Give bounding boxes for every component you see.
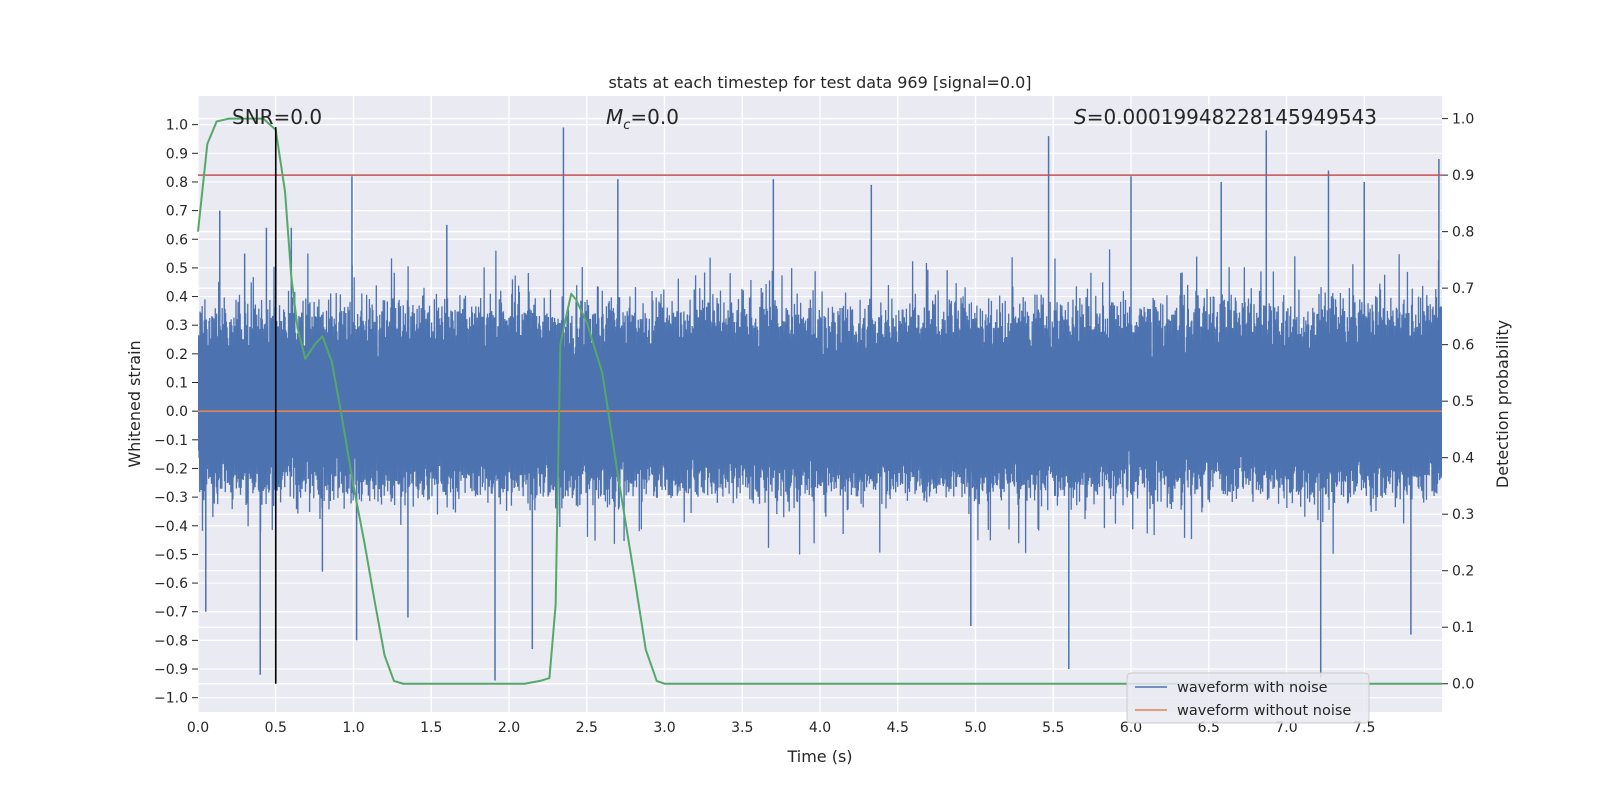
x-tick-label: 0.0 — [187, 720, 209, 736]
y-tick-label: −0.9 — [154, 662, 188, 678]
x-tick-label: 6.5 — [1198, 720, 1220, 736]
y-tick-label: −0.2 — [154, 461, 188, 477]
y-tick-label: −0.5 — [154, 547, 188, 563]
axes: 0.0 0.5 1.0 1.5 2.0 2.5 3.0 3.5 4.0 4.5 5.0 5.5 6.0 6… — [154, 112, 1474, 736]
x-tick-label: 7.5 — [1353, 720, 1375, 736]
s-symbol: S — [1074, 105, 1087, 129]
s-annotation: S=0.00019948228145949543 — [1074, 105, 1377, 129]
series-layer — [198, 127, 1442, 681]
snr-annotation: SNR=0.0 — [232, 105, 322, 129]
y-tick-label: 0.9 — [166, 146, 188, 162]
y-tick-label: 0.5 — [166, 261, 188, 277]
x-tick-label: 1.5 — [420, 720, 442, 736]
y-tick-label: 0.2 — [166, 347, 188, 363]
mc-symbol: M — [606, 105, 623, 129]
mc-annotation: Mc=0.0 — [606, 105, 679, 133]
x-tick-label: 3.0 — [653, 720, 675, 736]
x-tick-label: 2.0 — [498, 720, 520, 736]
legend-box — [1126, 672, 1370, 724]
x-tick-label: 2.5 — [576, 720, 598, 736]
x-tick-label: 4.0 — [809, 720, 831, 736]
x-tick-label: 4.5 — [887, 720, 909, 736]
overlay-layer — [197, 117, 1442, 685]
legend-label-clean: waveform without noise — [1177, 703, 1351, 719]
mc-value: =0.0 — [630, 105, 679, 129]
s-value: =0.00019948228145949543 — [1087, 105, 1377, 129]
x-tick-label: 1.0 — [342, 720, 364, 736]
y-tick-label: −0.8 — [154, 633, 188, 649]
y2-tick-label: 0.8 — [1452, 225, 1474, 241]
y-tick-label: 0.1 — [166, 376, 188, 392]
x-axis-label: Time (s) — [786, 747, 852, 766]
x-tick-label: 5.5 — [1042, 720, 1064, 736]
y-tick-label: −0.7 — [154, 605, 188, 621]
y-tick-label: 0.7 — [166, 204, 188, 220]
y2-tick-label: 0.9 — [1452, 168, 1474, 184]
y-tick-label: 0.8 — [166, 175, 188, 191]
x-tick-label: 3.5 — [731, 720, 753, 736]
y-tick-label: 0.3 — [166, 318, 188, 334]
y2-tick-label: 0.4 — [1452, 451, 1474, 467]
y2-tick-label: 0.3 — [1452, 507, 1474, 523]
x-tick-label: 5.0 — [964, 720, 986, 736]
y2-axis-label: Detection probability — [1493, 320, 1512, 488]
y-axis-label: Whitened strain — [125, 340, 144, 467]
detection-probability-line — [197, 117, 1442, 685]
y-tick-label: 0.0 — [166, 404, 188, 420]
y2-tick-label: 0.6 — [1452, 338, 1474, 354]
y-tick-label: 0.4 — [166, 290, 188, 306]
y-tick-label: −0.1 — [154, 433, 188, 449]
y2-tick-label: 0.5 — [1452, 394, 1474, 410]
y-tick-label: −0.3 — [154, 490, 188, 506]
y2-tick-label: 0.0 — [1452, 677, 1474, 693]
mc-subscript: c — [623, 118, 630, 133]
y2-tick-label: 1.0 — [1452, 112, 1474, 128]
chart-title: stats at each timestep for test data 969… — [608, 73, 1031, 92]
noise-waveform-band — [198, 249, 1442, 555]
legend-label-noise: waveform with noise — [1177, 680, 1328, 696]
x-tick-label: 6.0 — [1120, 720, 1142, 736]
y-tick-label: −0.6 — [154, 576, 188, 592]
y2-tick-label: 0.7 — [1452, 281, 1474, 297]
y2-tick-label: 0.1 — [1452, 620, 1474, 636]
y-tick-label: 1.0 — [166, 118, 188, 134]
x-tick-label: 0.5 — [265, 720, 287, 736]
legend: waveform with noise waveform without noi… — [1126, 672, 1370, 724]
y-tick-label: −0.4 — [154, 519, 188, 535]
y-tick-label: −1.0 — [154, 691, 188, 707]
x-tick-label: 7.0 — [1275, 720, 1297, 736]
y-tick-label: 0.6 — [166, 232, 188, 248]
y2-tick-label: 0.2 — [1452, 564, 1474, 580]
